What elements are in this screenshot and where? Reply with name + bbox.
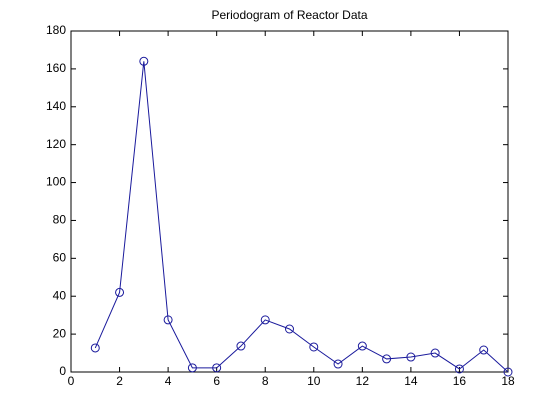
y-tick-label: 80: [53, 213, 67, 227]
y-tick-label: 180: [46, 23, 66, 37]
y-tick-label: 20: [53, 326, 67, 340]
y-tick-label: 140: [46, 99, 66, 113]
point: [406, 352, 416, 362]
x-tick-label: 2: [116, 374, 123, 388]
point: [479, 345, 489, 355]
x-tick-label: 4: [165, 374, 172, 388]
x-tick-label: 16: [453, 374, 467, 388]
point: [430, 348, 440, 358]
point: [333, 359, 343, 369]
y-tick-label: 0: [59, 364, 66, 378]
point: [309, 342, 319, 352]
y-tick-label: 120: [46, 137, 66, 151]
x-tick-label: 0: [68, 374, 75, 388]
point: [139, 56, 149, 66]
point: [357, 341, 367, 351]
x-tick-label: 14: [404, 374, 418, 388]
plot-frame: [70, 30, 509, 373]
y-tick-label: 100: [46, 175, 66, 189]
x-tick-label: 8: [262, 374, 269, 388]
chart-title: Periodogram of Reactor Data: [211, 8, 367, 22]
x-tick-label: 18: [501, 374, 515, 388]
point: [163, 315, 173, 325]
y-tick-label: 160: [46, 61, 66, 75]
y-tick-label: 40: [53, 288, 67, 302]
y-tick-label: 60: [53, 251, 67, 265]
x-tick-label: 12: [356, 374, 370, 388]
point: [285, 324, 294, 334]
point: [503, 367, 513, 377]
point: [382, 354, 392, 364]
x-tick-label: 10: [307, 374, 321, 388]
point: [454, 364, 464, 374]
point: [236, 341, 246, 351]
point: [187, 363, 197, 373]
point: [212, 363, 222, 373]
point: [260, 315, 270, 325]
line: [94, 61, 509, 373]
x-tick-label: 6: [213, 374, 220, 388]
point: [90, 343, 100, 353]
point: [115, 287, 125, 297]
